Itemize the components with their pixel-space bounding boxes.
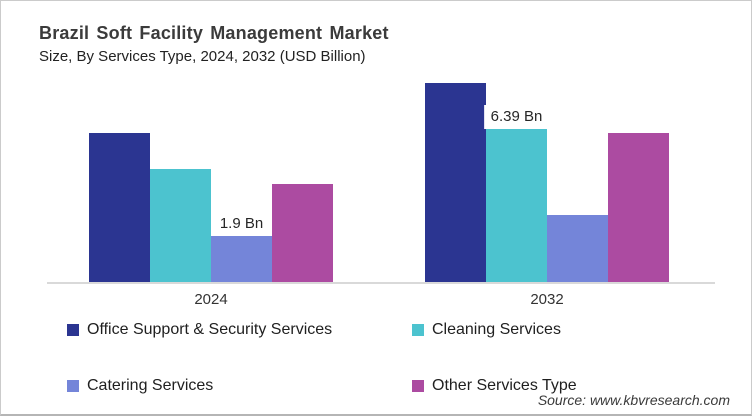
legend-label-office-support: Office Support & Security Services: [87, 321, 333, 338]
legend-label-catering: Catering Services: [87, 377, 214, 394]
bar-value-label-cleaning-services-2032: 6.39 Bn: [483, 105, 550, 129]
legend-item-catering-services: Catering Services: [67, 377, 213, 395]
chart-title: Brazil Soft Facility Management Market: [39, 23, 389, 43]
bar-group-2024: 1.9 Bn: [89, 133, 333, 282]
x-axis-label-2024: 2024: [194, 291, 228, 308]
bar-value-label-catering-services-2024: 1.9 Bn: [212, 212, 271, 236]
legend-item-other-services-type: Other Services Type: [412, 377, 577, 395]
x-axis-label-2032: 2032: [530, 291, 564, 308]
legend-item-office-support-security-services: Office Support & Security Services: [67, 321, 332, 339]
legend-marker-cleaning-icon: [412, 324, 424, 336]
bar-catering-services-2024: 1.9 Bn: [211, 212, 272, 282]
bar-cleaning-services-2024: [150, 169, 211, 282]
legend-item-cleaning-services: Cleaning Services: [412, 321, 561, 339]
plot-area: 1.9 Bn 6.39 Bn: [47, 62, 715, 282]
x-axis-line: [47, 282, 715, 284]
bar-cleaning-services-2032: 6.39 Bn: [483, 105, 550, 282]
legend-label-other-services: Other Services Type: [432, 377, 577, 394]
bar-other-services-type-2024: [272, 184, 333, 282]
bar-catering-services-2032: [547, 215, 608, 282]
source-note: Source: www.kbvresearch.com: [537, 392, 730, 408]
legend-marker-office-support-icon: [67, 324, 79, 336]
chart-subtitle: Size, By Services Type, 2024, 2032 (USD …: [39, 48, 366, 65]
legend-marker-catering-icon: [67, 380, 79, 392]
bar-group-2032: 6.39 Bn: [425, 83, 669, 282]
legend-marker-other-services-icon: [412, 380, 424, 392]
legend-label-cleaning: Cleaning Services: [432, 321, 561, 338]
bar-office-support-security-services-2032: [425, 83, 486, 282]
bar-other-services-type-2032: [608, 133, 669, 282]
bar-office-support-security-services-2024: [89, 133, 150, 282]
